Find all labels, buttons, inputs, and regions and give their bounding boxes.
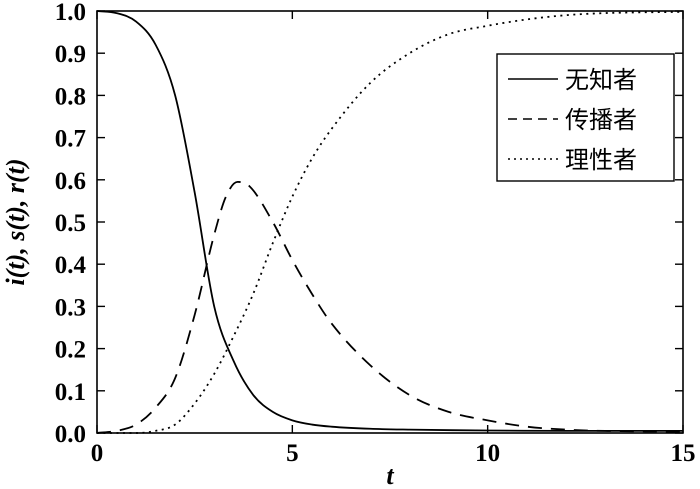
y-tick-label: 0.7	[55, 126, 86, 153]
y-tick-label: 0.0	[55, 421, 86, 448]
x-tick-label: 0	[91, 440, 104, 467]
legend-box	[496, 53, 675, 182]
y-tick-label: 0.6	[55, 168, 86, 195]
legend-label-ignorant: 无知者	[565, 66, 637, 94]
x-axis-label: t	[386, 461, 394, 489]
legend-entry-ignorant: 无知者	[508, 66, 637, 94]
x-tick-label: 15	[671, 440, 696, 467]
x-axis-ticks: 0 5 10 15	[91, 11, 696, 467]
y-tick-label: 0.4	[55, 252, 87, 279]
x-tick-label: 5	[286, 440, 299, 467]
series-line-solid	[96, 10, 683, 432]
legend-entry-rational: 理性者	[508, 146, 637, 174]
y-tick-label: 0.2	[55, 337, 86, 364]
x-tick-label: 10	[475, 440, 500, 467]
y-tick-label: 0.8	[55, 83, 86, 110]
y-tick-label: 0.5	[55, 210, 86, 237]
legend-entry-spreader: 传播者	[508, 106, 637, 134]
legend: 无知者 传播者 理性者	[496, 53, 675, 182]
y-axis-ticks: 0.0 0.1 0.2 0.3 0.4 0.5 0.6 0.7 0.8 0.9 1.0	[55, 0, 683, 448]
y-tick-label: 1.0	[55, 0, 86, 26]
y-axis-label: i(t), s(t), r(t)	[1, 158, 30, 285]
legend-label-rational: 理性者	[565, 146, 637, 174]
y-tick-label: 0.3	[55, 294, 86, 321]
series-line-dashed	[96, 181, 684, 434]
series-layer	[96, 10, 684, 434]
legend-label-spreader: 传播者	[565, 106, 637, 134]
y-tick-label: 0.1	[55, 379, 86, 406]
y-tick-label: 0.9	[55, 41, 86, 68]
